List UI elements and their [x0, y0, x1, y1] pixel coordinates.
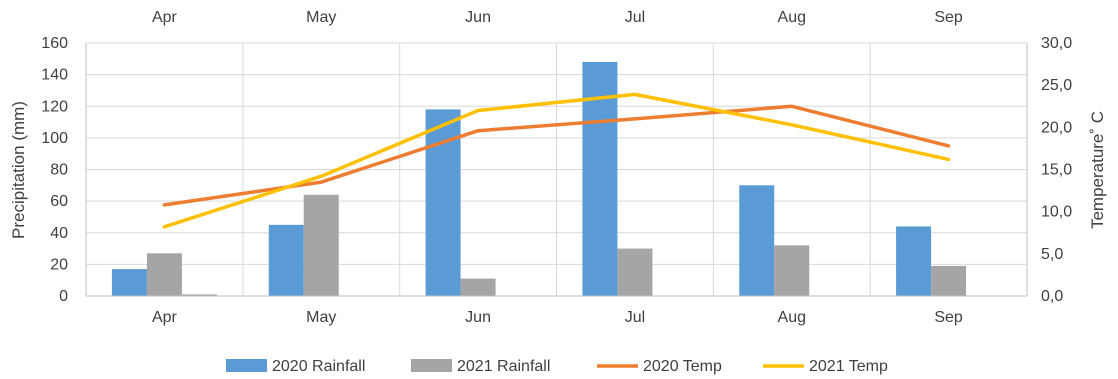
bar	[460, 278, 496, 296]
y-tick-label-left: 160	[41, 35, 68, 52]
bar	[111, 269, 147, 296]
legend-swatch	[226, 359, 267, 372]
line-series	[162, 92, 951, 229]
bar	[181, 294, 217, 296]
x-tick-label-top: Sep	[934, 9, 963, 26]
bar	[146, 253, 182, 296]
legend-swatch	[411, 359, 452, 372]
x-tick-label-bottom: Sep	[934, 309, 963, 326]
x-tick-label-bottom: Jun	[465, 309, 491, 326]
y-tick-label-right: 0,0	[1041, 288, 1063, 305]
y-axis-title-left: Precipitation (mm)	[9, 101, 28, 239]
legend-label: 2021 Rainfall	[457, 358, 550, 375]
y-tick-label-right: 30,0	[1041, 35, 1072, 52]
gridlines	[85, 42, 1028, 297]
bar	[303, 194, 339, 296]
legend-label: 2021 Temp	[809, 358, 888, 375]
x-tick-label-bottom: Apr	[152, 309, 178, 326]
axes: 0 20 40 60 80 100 120 140 160 0,0 5,0 10,0 15,0 20,0 2…	[41, 9, 1072, 326]
bar	[582, 61, 618, 296]
x-tick-label-top: Jul	[625, 9, 645, 26]
legend: 2020 Rainfall 2021 Rainfall 2020 Temp 2021 …	[226, 358, 888, 375]
y-tick-label-right: 25,0	[1041, 77, 1072, 94]
bar	[896, 226, 932, 296]
y-axis-title-right: Temperature˚ C	[1088, 111, 1107, 229]
x-tick-label-top: May	[306, 9, 336, 26]
x-tick-label-bottom: Aug	[778, 309, 806, 326]
legend-label: 2020 Rainfall	[272, 358, 365, 375]
y-tick-label-left: 40	[50, 225, 68, 242]
y-tick-label-left: 80	[50, 162, 68, 179]
y-tick-label-left: 60	[50, 193, 68, 210]
y-tick-label-left: 20	[50, 256, 68, 273]
bar-marks	[111, 61, 967, 296]
x-tick-label-top: Apr	[152, 9, 178, 26]
bar	[931, 265, 967, 296]
x-tick-label-bottom: Jul	[625, 309, 645, 326]
y-tick-label-left: 0	[59, 288, 68, 305]
legend-label: 2020 Temp	[643, 358, 722, 375]
x-tick-label-top: Aug	[778, 9, 806, 26]
y-tick-label-right: 20,0	[1041, 119, 1072, 136]
y-tick-label-left: 140	[41, 67, 68, 84]
y-tick-label-right: 10,0	[1041, 204, 1072, 221]
y-tick-label-left: 100	[41, 130, 68, 147]
x-tick-label-bottom: May	[306, 309, 336, 326]
bar	[268, 224, 304, 296]
y-tick-label-right: 15,0	[1041, 162, 1072, 179]
line-marks	[162, 92, 951, 229]
y-tick-label-right: 5,0	[1041, 246, 1063, 263]
bar	[617, 248, 653, 296]
x-tick-label-top: Jun	[465, 9, 491, 26]
y-tick-label-left: 120	[41, 98, 68, 115]
bar	[774, 245, 810, 296]
bar	[739, 185, 775, 296]
